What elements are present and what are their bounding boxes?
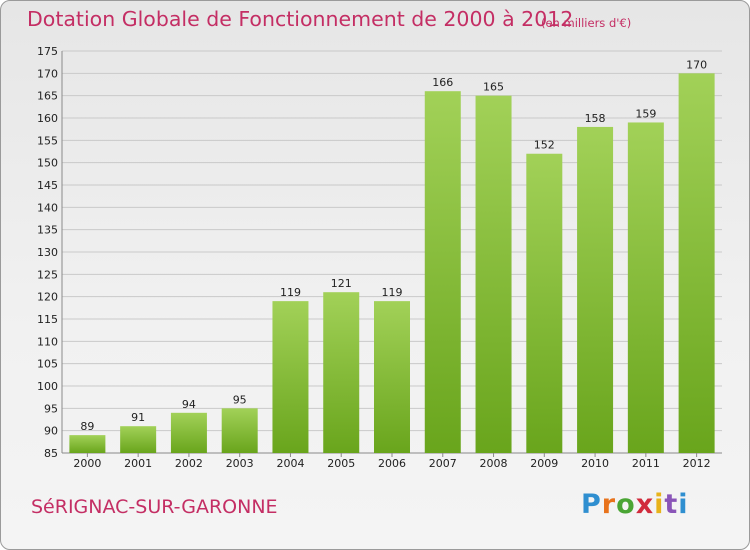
bar	[678, 73, 715, 453]
x-tick-label: 2004	[276, 457, 304, 470]
bar	[272, 301, 309, 453]
y-tick-label: 100	[37, 380, 58, 393]
x-tick-label: 2003	[226, 457, 254, 470]
bar	[475, 95, 512, 454]
chart-unit-label: (en milliers d'€)	[541, 16, 632, 30]
x-tick-label: 2010	[581, 457, 609, 470]
y-tick-label: 125	[37, 268, 58, 281]
data-label: 166	[432, 76, 453, 89]
y-tick-label: 90	[44, 425, 58, 438]
logo-letter: o	[616, 489, 636, 520]
data-label: 95	[233, 393, 247, 406]
bar	[526, 153, 563, 453]
y-tick-label: 95	[44, 402, 58, 415]
data-label: 152	[534, 139, 555, 152]
bar	[374, 301, 410, 453]
data-label: 159	[635, 107, 656, 120]
y-tick-label: 105	[37, 358, 58, 371]
x-tick-label: 2011	[632, 457, 660, 470]
logo-letter: r	[601, 489, 617, 520]
commune-name: SéRIGNAC-SUR-GARONNE	[31, 496, 278, 518]
y-tick-label: 160	[37, 112, 58, 125]
logo-letter: i	[654, 489, 665, 520]
data-label: 119	[280, 286, 301, 299]
proxiti-logo: Proxiti	[581, 489, 689, 520]
logo-letter: P	[581, 489, 602, 520]
logo-letter: t	[664, 489, 679, 520]
y-tick-label: 175	[37, 45, 58, 58]
y-tick-label: 140	[37, 201, 58, 214]
bar	[627, 122, 664, 453]
y-tick-label: 165	[37, 90, 58, 103]
y-tick-label: 130	[37, 246, 58, 259]
data-label: 121	[331, 277, 352, 290]
x-tick-label: 2005	[327, 457, 355, 470]
bar	[424, 91, 461, 453]
x-tick-label: 2002	[175, 457, 203, 470]
y-tick-label: 145	[37, 179, 58, 192]
x-tick-label: 2000	[73, 457, 101, 470]
y-tick-label: 150	[37, 157, 58, 170]
y-tick-label: 170	[37, 67, 58, 80]
x-tick-label: 2007	[429, 457, 457, 470]
y-tick-label: 120	[37, 291, 58, 304]
logo-letter: i	[678, 489, 689, 520]
bar	[323, 292, 360, 453]
bar	[120, 426, 157, 453]
bar	[577, 126, 614, 453]
y-tick-label: 85	[44, 447, 58, 460]
data-label: 170	[686, 58, 707, 71]
data-label: 119	[382, 286, 403, 299]
data-label: 91	[131, 411, 145, 424]
logo-letter: x	[635, 489, 655, 520]
data-label: 94	[182, 398, 196, 411]
data-label: 89	[80, 420, 94, 433]
bar	[221, 408, 258, 453]
bar	[170, 412, 207, 453]
data-label: 158	[585, 112, 606, 125]
chart-title: Dotation Globale de Fonctionnement de 20…	[27, 7, 574, 31]
x-tick-label: 2006	[378, 457, 406, 470]
x-tick-label: 2001	[124, 457, 152, 470]
x-tick-label: 2009	[530, 457, 558, 470]
y-tick-label: 135	[37, 224, 58, 237]
y-tick-label: 155	[37, 134, 58, 147]
data-label: 165	[483, 81, 504, 94]
bar	[69, 435, 106, 453]
x-tick-label: 2012	[683, 457, 711, 470]
y-tick-label: 115	[37, 313, 58, 326]
x-tick-label: 2008	[480, 457, 508, 470]
y-tick-label: 110	[37, 335, 58, 348]
